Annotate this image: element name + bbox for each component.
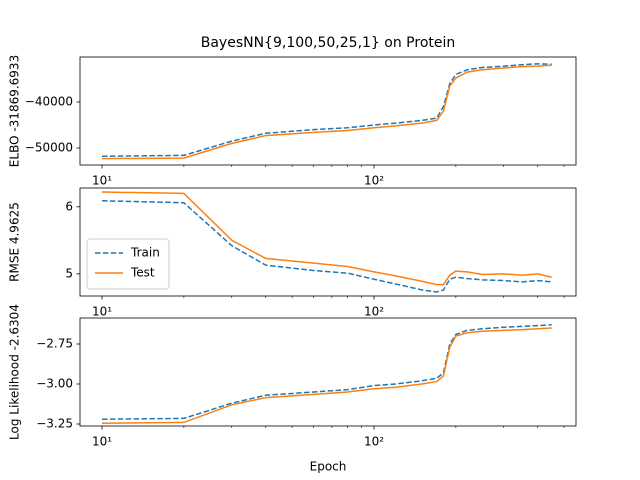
x-tick-label: 10²: [364, 174, 384, 188]
y-tick-label: −2.75: [36, 337, 73, 351]
y-tick-label: 6: [65, 199, 73, 213]
series-line: [101, 191, 552, 286]
y-tick-label: 5: [65, 266, 73, 280]
x-tick-label: 10²: [364, 305, 384, 319]
x-tick-label: 10¹: [92, 435, 112, 449]
axes-frame: [79, 56, 577, 166]
y-tick-label: −40000: [25, 95, 73, 109]
legend-box: [86, 238, 170, 290]
series-line: [102, 64, 552, 160]
legend-label: Train: [130, 246, 160, 260]
y-axis-label: ELBO -31869.6933: [8, 55, 22, 167]
y-axis-label: RMSE 4.9625: [8, 202, 22, 282]
x-tick-label: 10²: [364, 435, 384, 449]
series-line: [102, 324, 552, 420]
y-tick-label: −50000: [25, 140, 73, 154]
series-line: [102, 327, 552, 424]
y-axis-label: Log Likelihood -2.6304: [8, 304, 22, 440]
series-line: [101, 200, 552, 293]
x-axis-label: Epoch: [310, 460, 347, 474]
axes-frame: [79, 317, 577, 427]
axes-frame: [79, 187, 577, 297]
chart-title: BayesNN{9,100,50,25,1} on Protein: [201, 35, 456, 51]
series-line: [102, 63, 552, 158]
y-tick-label: −3.00: [36, 377, 73, 391]
legend-label: Test: [130, 266, 155, 280]
x-tick-label: 10¹: [92, 174, 112, 188]
y-tick-label: −3.25: [36, 417, 73, 431]
x-tick-label: 10¹: [92, 305, 112, 319]
